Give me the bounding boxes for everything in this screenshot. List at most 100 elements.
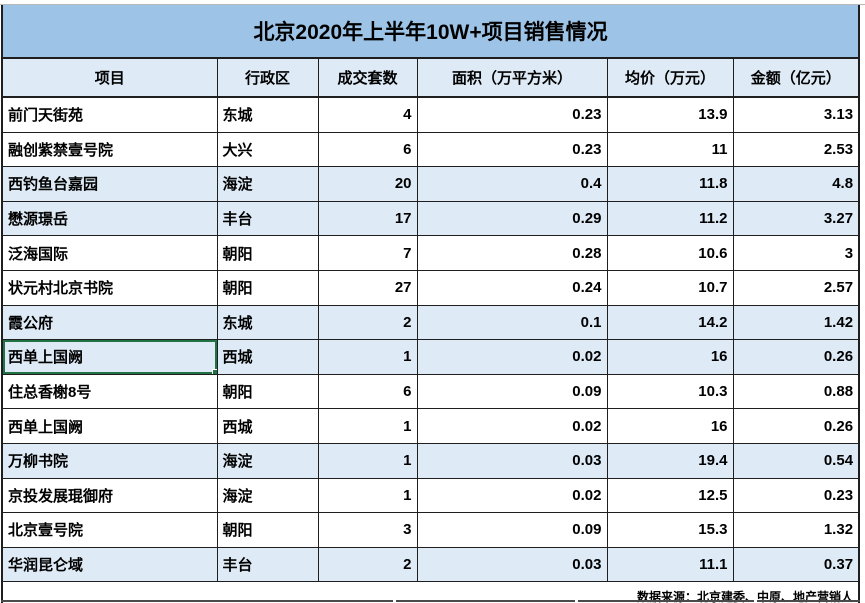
cell-amount[interactable]: 0.37 bbox=[732, 546, 860, 583]
cell-amount[interactable]: 0.26 bbox=[732, 408, 860, 444]
col-header-project[interactable]: 项目 bbox=[1, 57, 218, 98]
cell-area[interactable]: 0.02 bbox=[416, 339, 608, 375]
cell-avg-price[interactable]: 15.3 bbox=[606, 512, 734, 548]
cell-amount[interactable]: 1.42 bbox=[732, 304, 860, 341]
cell-avg-price[interactable]: 11 bbox=[606, 131, 734, 168]
cell-units[interactable]: 3 bbox=[317, 512, 418, 548]
cell-district[interactable]: 朝阳 bbox=[216, 512, 319, 548]
cell-area[interactable]: 0.1 bbox=[416, 304, 608, 341]
table-row: 住总香榭8号 朝阳 6 0.09 10.3 0.88 bbox=[1, 373, 860, 410]
cell-project[interactable]: 状元村北京书院 bbox=[1, 269, 218, 306]
cell-amount[interactable]: 0.26 bbox=[732, 339, 860, 375]
cell-area[interactable]: 0.09 bbox=[416, 512, 608, 548]
cell-avg-price[interactable]: 11.8 bbox=[606, 166, 734, 202]
cell-units[interactable]: 20 bbox=[317, 166, 418, 202]
cell-district[interactable]: 西城 bbox=[216, 339, 319, 375]
cell-project[interactable]: 住总香榭8号 bbox=[1, 373, 218, 410]
sales-table: 北京2020年上半年10W+项目销售情况 项目 行政区 成交套数 面积（万平方米… bbox=[1, 5, 861, 603]
cell-district[interactable]: 丰台 bbox=[216, 200, 319, 237]
cell-avg-price[interactable]: 16 bbox=[606, 408, 734, 444]
cell-project[interactable]: 泛海国际 bbox=[1, 235, 218, 271]
cell-district[interactable]: 西城 bbox=[216, 408, 319, 444]
cell-project[interactable]: 西单上国阙 bbox=[1, 408, 218, 444]
cell-amount[interactable]: 0.23 bbox=[732, 477, 860, 514]
cell-project[interactable]: 西钓鱼台嘉园 bbox=[1, 166, 218, 202]
cell-district[interactable]: 丰台 bbox=[216, 546, 319, 583]
cell-units[interactable]: 17 bbox=[317, 200, 418, 237]
cell-amount[interactable]: 3.27 bbox=[732, 200, 860, 237]
cell-district[interactable]: 朝阳 bbox=[216, 269, 319, 306]
cell-units[interactable]: 1 bbox=[317, 339, 418, 375]
footer-row: 数据来源：北京建委、中原、地产营销人 bbox=[1, 581, 860, 603]
col-header-amount[interactable]: 金额（亿元） bbox=[732, 57, 860, 98]
cell-project[interactable]: 万柳书院 bbox=[1, 442, 218, 479]
cell-project[interactable]: 前门天街苑 bbox=[1, 96, 218, 133]
cell-district[interactable]: 东城 bbox=[216, 304, 319, 341]
cell-units[interactable]: 2 bbox=[317, 546, 418, 583]
cell-avg-price[interactable]: 19.4 bbox=[606, 442, 734, 479]
cell-project[interactable]: 西单上国阙 bbox=[1, 339, 218, 375]
table-body: 前门天街苑 东城 4 0.23 13.9 3.13 融创紫禁壹号院 大兴 6 0… bbox=[1, 96, 860, 603]
cell-amount[interactable]: 4.8 bbox=[732, 166, 860, 202]
cell-district[interactable]: 大兴 bbox=[216, 131, 319, 168]
cell-avg-price[interactable]: 14.2 bbox=[606, 304, 734, 341]
cell-amount[interactable]: 2.53 bbox=[732, 131, 860, 168]
cell-units[interactable]: 1 bbox=[317, 408, 418, 444]
cell-area[interactable]: 0.03 bbox=[416, 546, 608, 583]
cell-area[interactable]: 0.03 bbox=[416, 442, 608, 479]
cell-project[interactable]: 懋源璟岳 bbox=[1, 200, 218, 237]
cell-avg-price[interactable]: 10.7 bbox=[606, 269, 734, 306]
cell-avg-price[interactable]: 11.2 bbox=[606, 200, 734, 237]
cell-avg-price[interactable]: 13.9 bbox=[606, 96, 734, 133]
cell-units[interactable]: 1 bbox=[317, 477, 418, 514]
cell-area[interactable]: 0.02 bbox=[416, 477, 608, 514]
cell-avg-price[interactable]: 11.1 bbox=[606, 546, 734, 583]
cell-units[interactable]: 6 bbox=[317, 131, 418, 168]
cell-amount[interactable]: 0.54 bbox=[732, 442, 860, 479]
cell-amount[interactable]: 2.57 bbox=[732, 269, 860, 306]
cell-avg-price[interactable]: 12.5 bbox=[606, 477, 734, 514]
table-title[interactable]: 北京2020年上半年10W+项目销售情况 bbox=[1, 5, 860, 59]
cell-area[interactable]: 0.28 bbox=[416, 235, 608, 271]
cell-area[interactable]: 0.23 bbox=[416, 131, 608, 168]
cell-project[interactable]: 北京壹号院 bbox=[1, 512, 218, 548]
cell-units[interactable]: 6 bbox=[317, 373, 418, 410]
cell-units[interactable]: 7 bbox=[317, 235, 418, 271]
data-source-note: 数据来源：北京建委、中原、地产营销人 bbox=[1, 581, 860, 603]
cell-area[interactable]: 0.4 bbox=[416, 166, 608, 202]
cell-units[interactable]: 2 bbox=[317, 304, 418, 341]
cell-area[interactable]: 0.02 bbox=[416, 408, 608, 444]
cell-district[interactable]: 海淀 bbox=[216, 477, 319, 514]
cell-avg-price[interactable]: 16 bbox=[606, 339, 734, 375]
cell-units[interactable]: 27 bbox=[317, 269, 418, 306]
table-row: 前门天街苑 东城 4 0.23 13.9 3.13 bbox=[1, 96, 860, 133]
cell-units[interactable]: 1 bbox=[317, 442, 418, 479]
cell-avg-price[interactable]: 10.3 bbox=[606, 373, 734, 410]
cell-amount[interactable]: 1.32 bbox=[732, 512, 860, 548]
cell-amount[interactable]: 3.13 bbox=[732, 96, 860, 133]
cell-project[interactable]: 融创紫禁壹号院 bbox=[1, 131, 218, 168]
cell-district[interactable]: 海淀 bbox=[216, 442, 319, 479]
col-header-area[interactable]: 面积（万平方米） bbox=[416, 57, 608, 98]
cell-units[interactable]: 4 bbox=[317, 96, 418, 133]
cell-amount[interactable]: 3 bbox=[732, 235, 860, 271]
col-header-units[interactable]: 成交套数 bbox=[317, 57, 418, 98]
col-header-district[interactable]: 行政区 bbox=[216, 57, 319, 98]
cell-project[interactable]: 华润昆仑域 bbox=[1, 546, 218, 583]
cell-project[interactable]: 霞公府 bbox=[1, 304, 218, 341]
col-header-avg-price[interactable]: 均价（万元） bbox=[606, 57, 734, 98]
cell-district[interactable]: 海淀 bbox=[216, 166, 319, 202]
cell-district[interactable]: 朝阳 bbox=[216, 373, 319, 410]
cell-area[interactable]: 0.24 bbox=[416, 269, 608, 306]
cell-district[interactable]: 东城 bbox=[216, 96, 319, 133]
cell-area[interactable]: 0.29 bbox=[416, 200, 608, 237]
cell-project[interactable]: 京投发展琨御府 bbox=[1, 477, 218, 514]
cell-avg-price[interactable]: 10.6 bbox=[606, 235, 734, 271]
cell-district[interactable]: 朝阳 bbox=[216, 235, 319, 271]
table-row: 万柳书院 海淀 1 0.03 19.4 0.54 bbox=[1, 442, 860, 479]
cell-area[interactable]: 0.23 bbox=[416, 96, 608, 133]
bottom-gridline bbox=[0, 595, 865, 603]
cell-amount[interactable]: 0.88 bbox=[732, 373, 860, 410]
cell-area[interactable]: 0.09 bbox=[416, 373, 608, 410]
